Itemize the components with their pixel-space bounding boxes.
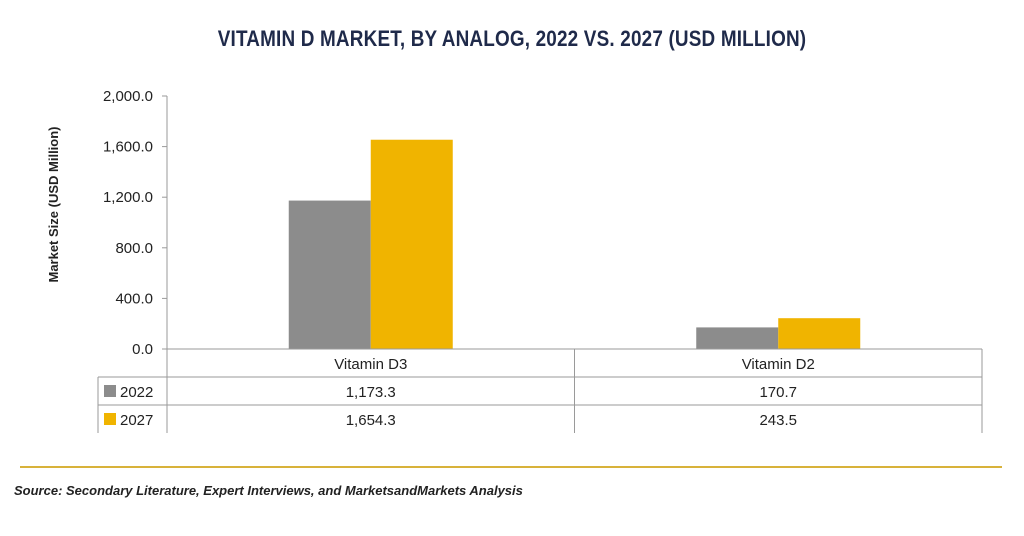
- legend-swatch-2027: [104, 413, 116, 425]
- legend-label-2027: 2027: [120, 412, 153, 429]
- y-tick-label: 400.0: [115, 290, 153, 307]
- category-label: Vitamin D2: [742, 356, 815, 373]
- source-note: Source: Secondary Literature, Expert Int…: [14, 483, 523, 498]
- legend-swatch-2022: [104, 385, 116, 397]
- bar-2022-1: [696, 327, 779, 349]
- data-label: 243.5: [759, 412, 797, 429]
- y-tick-label: 1,600.0: [103, 139, 153, 156]
- y-tick-label: 800.0: [115, 240, 153, 257]
- y-tick-label: 1,200.0: [103, 189, 153, 206]
- bar-2027-0: [370, 139, 453, 349]
- data-label: 1,654.3: [346, 412, 396, 429]
- bar-2027-1: [778, 318, 861, 349]
- legend-label-2022: 2022: [120, 384, 153, 401]
- category-label: Vitamin D3: [334, 356, 407, 373]
- divider-rule: [20, 466, 1002, 468]
- y-axis-title: Market Size (USD Million): [46, 126, 61, 282]
- data-label: 170.7: [759, 384, 797, 401]
- y-tick-label: 2,000.0: [103, 88, 153, 105]
- y-tick-label: 0.0: [132, 341, 153, 358]
- data-label: 1,173.3: [346, 384, 396, 401]
- chart-title: VITAMIN D MARKET, BY ANALOG, 2022 VS. 20…: [217, 26, 807, 51]
- chart-svg: 0.0 400.0 800.0 1,200.0 1,600.0 2,000.0 Market…: [46, 88, 983, 433]
- bar-2022-0: [288, 200, 371, 349]
